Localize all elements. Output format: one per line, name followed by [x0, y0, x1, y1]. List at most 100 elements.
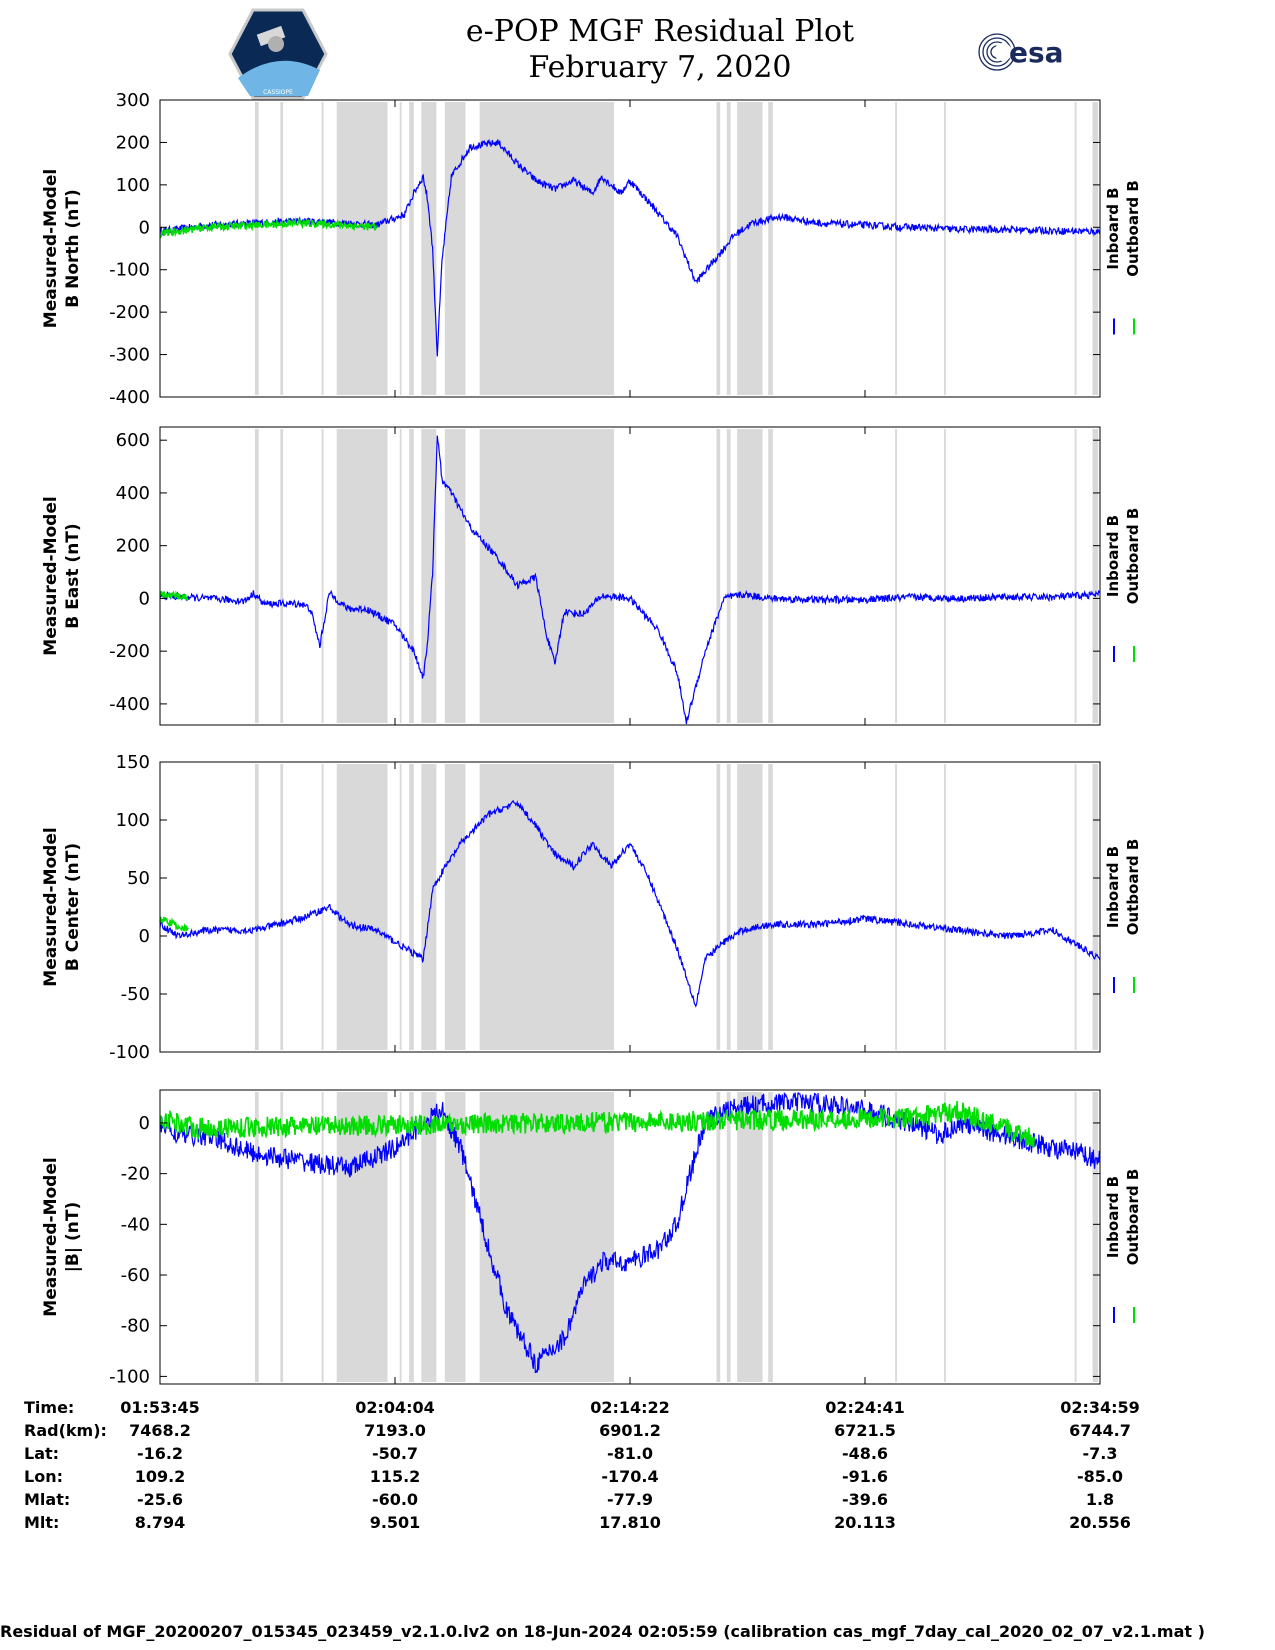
shaded-interval: [726, 102, 731, 395]
shaded-interval: [399, 1092, 402, 1382]
y-axis-label: B East (nT): [63, 523, 83, 628]
footer-value: 1.8: [1085, 1490, 1115, 1509]
y-tick-label: 50: [127, 868, 150, 889]
shaded-interval: [726, 764, 731, 1050]
y-tick-label: -200: [109, 302, 150, 323]
shaded-interval: [321, 1092, 324, 1382]
shaded-interval: [254, 1092, 259, 1382]
plot-frame: [159, 426, 1101, 726]
footer-value: 109.2: [134, 1467, 186, 1486]
shaded-interval: [895, 102, 897, 395]
footer-value: 20.113: [834, 1513, 896, 1532]
legend-outboard-label: Outboard B: [1124, 508, 1142, 605]
footer-value: 8.794: [134, 1513, 186, 1532]
footer-value: 20.556: [1069, 1513, 1131, 1532]
esa-logo: esa: [975, 30, 1095, 75]
plot-title: e-POP MGF Residual Plot February 7, 2020: [380, 14, 940, 86]
y-axis-label: Measured-Model: [41, 827, 61, 986]
series-inboard-line: [159, 435, 1101, 725]
y-axis-label: Measured-Model: [41, 169, 61, 328]
title-line-2: February 7, 2020: [528, 50, 792, 85]
shaded-interval: [1074, 764, 1077, 1050]
footer-row-label: Lon:: [24, 1467, 63, 1486]
footer-row-label: Mlat:: [24, 1490, 71, 1509]
shaded-interval: [280, 102, 284, 395]
shaded-interval: [444, 102, 466, 395]
panel-1: 300 200 100 0 -100 -200 -300 -400 Measured-Model…: [41, 90, 1142, 408]
residual-plots: 3002001000-100-200-300-400Measured-Model…: [41, 90, 1142, 1387]
shaded-interval: [444, 1092, 466, 1382]
shaded-interval: [1074, 102, 1077, 395]
shaded-interval: [895, 764, 897, 1050]
y-tick-label: -200: [109, 641, 150, 662]
panel-4: 0 -20 -40 -60 -80 -100 Measured-Model |B| (nT) I…: [41, 1089, 1142, 1387]
esa-wordmark: esa: [1009, 36, 1064, 69]
shaded-interval: [479, 764, 615, 1050]
shaded-interval: [943, 764, 946, 1050]
shaded-interval: [737, 764, 763, 1050]
series-outboard-line: [159, 217, 377, 239]
shaded-interval: [716, 1092, 721, 1382]
footer-value: 17.810: [599, 1513, 661, 1532]
shaded-interval: [716, 102, 721, 395]
plot-frame: [159, 99, 1101, 398]
cassiope-logo: CASSIOPE: [228, 8, 328, 100]
plot-frame: [159, 761, 1101, 1053]
y-tick-label: -400: [109, 387, 150, 408]
shaded-interval: [280, 429, 284, 723]
y-tick-label: -20: [121, 1164, 150, 1185]
footer-value: -170.4: [601, 1467, 659, 1486]
shaded-interval: [768, 764, 773, 1050]
y-tick-label: 0: [139, 217, 150, 238]
legend-outboard-label: Outboard B: [1124, 839, 1142, 936]
series-outboard-line: [159, 1100, 1035, 1148]
y-tick-label: -100: [109, 260, 150, 281]
footer-value: -85.0: [1076, 1467, 1124, 1486]
shaded-interval: [479, 429, 615, 723]
shaded-interval: [1074, 1092, 1077, 1382]
shaded-interval: [1092, 429, 1099, 723]
y-tick-label: 100: [116, 175, 150, 196]
shaded-interval: [254, 102, 259, 395]
shaded-interval: [737, 429, 763, 723]
shaded-interval: [943, 429, 946, 723]
logo-text: CASSIOPE: [263, 89, 293, 96]
shaded-interval: [737, 102, 763, 395]
footer-value: -25.6: [136, 1490, 184, 1509]
shaded-interval: [254, 764, 259, 1050]
shaded-interval: [1092, 764, 1099, 1050]
shaded-interval: [336, 764, 388, 1050]
y-tick-label: -80: [121, 1316, 150, 1337]
shaded-interval: [421, 764, 437, 1050]
legend-outboard-label: Outboard B: [1124, 1169, 1142, 1266]
shaded-interval: [716, 764, 721, 1050]
shaded-interval: [444, 429, 466, 723]
y-axis-label: Measured-Model: [41, 1157, 61, 1316]
shaded-interval: [479, 102, 615, 395]
shaded-interval: [409, 102, 414, 395]
footer-value: -91.6: [841, 1467, 889, 1486]
shaded-interval: [1074, 429, 1077, 723]
y-tick-label: 0: [139, 926, 150, 947]
shaded-interval: [943, 102, 946, 395]
legend-inboard-label: Inboard B: [1104, 187, 1122, 269]
shaded-interval: [321, 102, 324, 395]
y-tick-label: -40: [121, 1214, 150, 1235]
shaded-interval: [254, 429, 259, 723]
y-axis-label: |B| (nT): [63, 1202, 83, 1273]
title-line-1: e-POP MGF Residual Plot: [465, 14, 855, 49]
series-inboard-line: [159, 800, 1101, 1008]
panel-3: 150 100 50 0 -50 -100 Measured-Model B Center (…: [41, 752, 1142, 1063]
shaded-interval: [1092, 102, 1099, 395]
shaded-interval: [280, 1092, 284, 1382]
shaded-interval: [726, 429, 731, 723]
shaded-interval: [716, 429, 721, 723]
y-tick-label: -100: [109, 1366, 150, 1387]
legend-outboard-label: Outboard B: [1124, 180, 1142, 277]
y-tick-label: 400: [116, 483, 150, 504]
shaded-interval: [421, 102, 437, 395]
shaded-interval: [336, 429, 388, 723]
shaded-interval: [321, 429, 324, 723]
y-tick-label: 0: [139, 1113, 150, 1134]
legend-inboard-label: Inboard B: [1104, 1176, 1122, 1258]
